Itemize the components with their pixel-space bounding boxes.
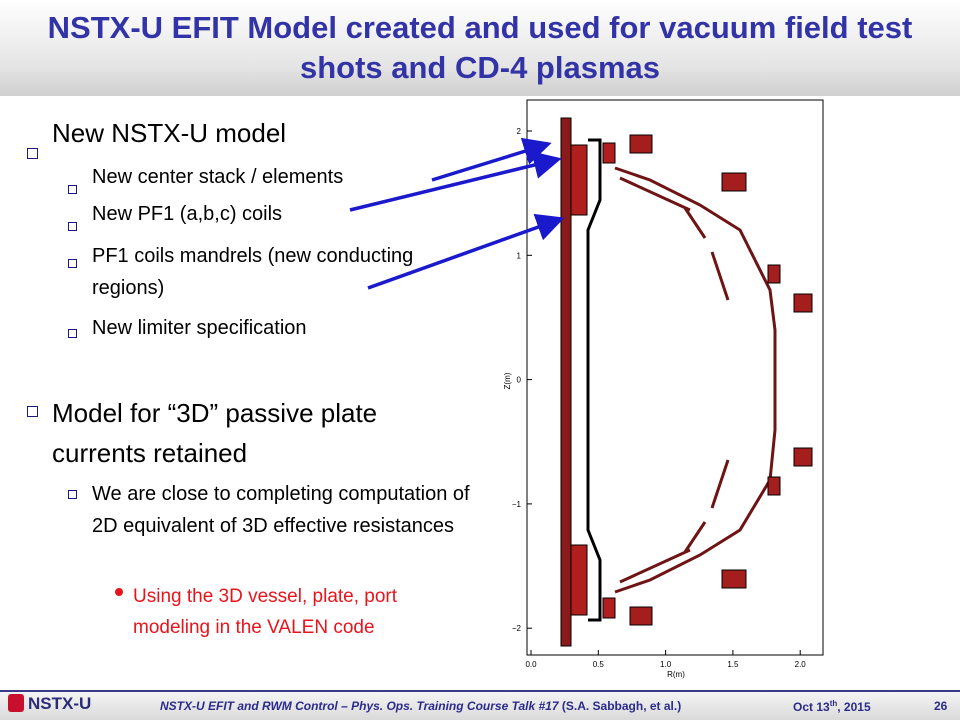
logo-icon (8, 694, 24, 712)
slide-title: NSTX-U EFIT Model created and used for v… (0, 0, 960, 96)
plot-frame (526, 99, 824, 656)
bullet: Model for “3D” passive plate currents re… (52, 398, 378, 468)
bullet-marker (68, 259, 77, 268)
bullet-marker (27, 406, 38, 417)
bullet-marker (115, 588, 123, 596)
y-tick-label: 1 (517, 251, 522, 260)
y-tick-label: −1 (512, 500, 522, 509)
vessel (614, 166, 777, 594)
bullet-marker (68, 222, 77, 231)
sub-sub-bullet: Using the 3D vessel, plate, port modelin… (133, 586, 398, 638)
logo: NSTX-U (28, 694, 92, 713)
sub-bullet: We are close to completing computation o… (92, 483, 470, 537)
sub-bullet: New center stack / elements (92, 166, 344, 188)
page-number: 26 (934, 699, 948, 713)
footer-date: Oct 13th, 2015 (793, 699, 871, 714)
y-tick-label: 2 (517, 127, 522, 136)
date: Oct 13 (793, 700, 830, 714)
y-tick-label: 0 (517, 376, 522, 385)
footer-text: NSTX-U EFIT and RWM Control – Phys. Ops.… (160, 699, 681, 713)
sub-bullet: PF1 coils mandrels (new conducting regio… (92, 245, 414, 299)
author: (S.A. Sabbagh, et al.) (561, 699, 682, 713)
x-tick-label: 2.0 (795, 660, 807, 669)
talk: NSTX-U EFIT and RWM Control – Phys. Ops.… (160, 699, 559, 713)
y-axis-label: Z(m) (503, 372, 512, 389)
y-tick-label: −2 (512, 624, 522, 633)
sub-bullet: New limiter specification (92, 317, 307, 339)
sub-bullet: New PF1 (a,b,c) coils (92, 203, 283, 225)
date-year: , 2015 (837, 700, 871, 714)
footer-bar (0, 690, 960, 720)
x-axis-label: R(m) (667, 670, 685, 679)
date-suffix: th (829, 699, 838, 708)
bullet-marker (68, 490, 77, 499)
x-tick-label: 0.0 (525, 660, 537, 669)
x-tick-label: 1.5 (727, 660, 739, 669)
bullet-marker (68, 329, 77, 338)
bullet: New NSTX-U model (52, 118, 287, 148)
x-tick-label: 0.5 (593, 660, 605, 669)
pf-coils (629, 134, 813, 626)
bullet-marker (27, 148, 38, 159)
x-tick-label: 1.0 (660, 660, 672, 669)
bullet-marker (68, 185, 77, 194)
center-stack (560, 117, 616, 647)
